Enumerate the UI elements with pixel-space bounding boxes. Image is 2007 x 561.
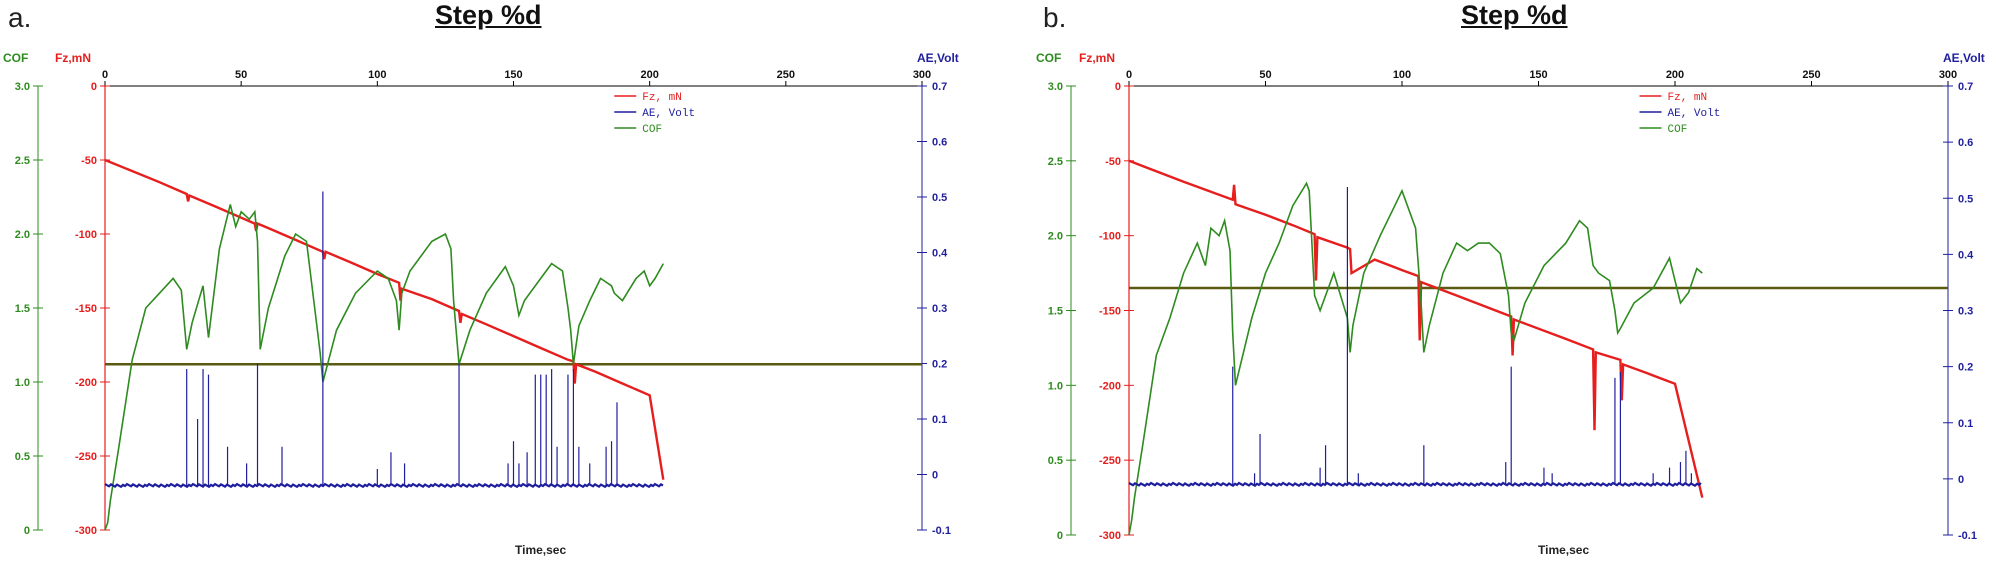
x-axis-label: Time,sec (515, 543, 566, 557)
x-tick-label: 250 (1802, 69, 1820, 81)
fz-tick-label: -100 (75, 229, 97, 241)
cof-tick-label: 3.0 (15, 81, 30, 93)
legend-entry: Fz, mN (1668, 92, 1708, 104)
fz-tick-label: -50 (1105, 156, 1121, 168)
x-tick-label: 250 (777, 69, 795, 81)
legend-entry: COF (1668, 124, 1688, 136)
fz-tick-label: 0 (1115, 81, 1121, 93)
fz-series-line (1128, 159, 1704, 498)
x-tick-label: 50 (1259, 69, 1271, 81)
cof-tick-label: 2.5 (15, 155, 30, 167)
ae-tick-label: -0.1 (932, 525, 951, 537)
chart-panel-a: a. Step %d COF Fz,mN AE,Volt Time,sec 0 50 100… (0, 0, 1003, 561)
x-tick-label: 0 (102, 69, 108, 81)
x-tick-label: 200 (1666, 69, 1684, 81)
ae-tick-label: 0.5 (1958, 193, 1973, 205)
ae-tick-label: 0.7 (1958, 81, 1973, 93)
cof-tick-label: 1.0 (15, 377, 30, 389)
fz-series-line (104, 158, 665, 480)
x-tick-label: 100 (1393, 69, 1411, 81)
ae-axis-label: AE,Volt (1943, 51, 1985, 65)
fz-tick-label: -250 (75, 451, 97, 463)
cof-series-line (1128, 181, 1703, 536)
x-tick-label: 300 (913, 69, 931, 81)
x-tick-label: 150 (1529, 69, 1547, 81)
fz-tick-label: -250 (1099, 455, 1121, 467)
ae-tick-label: 0.4 (1958, 249, 1974, 261)
chart-panel-b: b. Step %d COF Fz,mN AE,Volt Time,sec 0 50 100… (1003, 0, 2006, 561)
cof-tick-label: 1.0 (1048, 380, 1063, 392)
x-tick-label: 150 (504, 69, 522, 81)
cof-tick-label: 2.5 (1048, 156, 1063, 168)
panel-label: a. (8, 2, 32, 33)
x-tick-label: 0 (1126, 69, 1132, 81)
ae-tick-label: 0.2 (1958, 362, 1973, 374)
fz-axis-label: Fz,mN (1079, 51, 1115, 65)
ae-tick-label: 0.6 (932, 137, 947, 149)
panel-label: b. (1043, 2, 1067, 33)
x-tick-label: 100 (368, 69, 386, 81)
cof-axis-label: COF (3, 51, 28, 65)
chart-title: Step %d (1461, 0, 1568, 30)
cof-tick-label: 0.5 (1048, 455, 1063, 467)
fz-tick-label: -300 (75, 525, 97, 537)
x-axis-label: Time,sec (1538, 543, 1589, 557)
ae-tick-label: -0.1 (1958, 530, 1977, 542)
ae-axis-label: AE,Volt (917, 51, 959, 65)
cof-tick-label: 0.5 (15, 451, 30, 463)
ae-tick-label: 0 (1958, 474, 1964, 486)
legend-entry: Fz, mN (642, 92, 682, 104)
cof-tick-label: 0 (1057, 530, 1063, 542)
cof-series-line (104, 204, 664, 531)
fz-tick-label: -150 (75, 303, 97, 315)
cof-tick-label: 1.5 (1048, 306, 1063, 318)
x-tick-label: 200 (640, 69, 658, 81)
ae-tick-label: 0 (932, 470, 938, 482)
ae-tick-label: 0.5 (932, 192, 947, 204)
fz-tick-label: -100 (1099, 231, 1121, 243)
ae-tick-label: 0.2 (932, 359, 947, 371)
legend-entry: COF (642, 124, 662, 136)
chart-svg: COF Fz,mN AE,Volt Time,sec 0 50 100 150 200 250 30… (1036, 51, 1985, 557)
legend-entry: AE, Volt (1668, 108, 1721, 120)
cof-tick-label: 3.0 (1048, 81, 1063, 93)
chart-title: Step %d (435, 0, 542, 30)
chart-svg: COF Fz,mN AE,Volt Time,sec 0 50 100 150 200 250 30… (3, 51, 959, 557)
ae-tick-label: 0.1 (1958, 418, 1973, 430)
cof-tick-label: 2.0 (15, 229, 30, 241)
fz-tick-label: -200 (75, 377, 97, 389)
cof-tick-label: 2.0 (1048, 231, 1063, 243)
ae-tick-label: 0.7 (932, 81, 947, 93)
ae-tick-label: 0.3 (932, 303, 947, 315)
fz-tick-label: -50 (81, 155, 97, 167)
fz-tick-label: -300 (1099, 530, 1121, 542)
cof-tick-label: 0 (24, 525, 30, 537)
fz-tick-label: -200 (1099, 380, 1121, 392)
cof-axis-label: COF (1036, 51, 1061, 65)
ae-tick-label: 0.1 (932, 414, 947, 426)
ae-tick-label: 0.6 (1958, 137, 1973, 149)
fz-tick-label: 0 (91, 81, 97, 93)
fz-axis-label: Fz,mN (55, 51, 91, 65)
ae-baseline-line (1128, 481, 1702, 488)
ae-tick-label: 0.3 (1958, 306, 1973, 318)
cof-tick-label: 1.5 (15, 303, 30, 315)
x-tick-label: 50 (235, 69, 247, 81)
fz-tick-label: -150 (1099, 306, 1121, 318)
legend-entry: AE, Volt (642, 108, 695, 120)
ae-tick-label: 0.4 (932, 248, 948, 260)
x-tick-label: 300 (1939, 69, 1957, 81)
